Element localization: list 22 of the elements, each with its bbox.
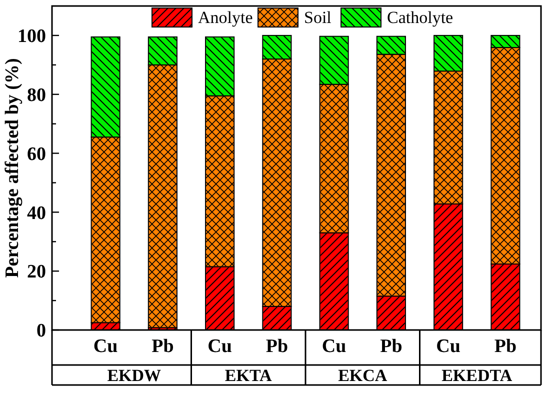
x-tick-label: Cu	[322, 336, 347, 357]
y-tick-label: 100	[18, 26, 46, 48]
y-tick-label: 40	[27, 202, 46, 224]
legend-label: Anolyte	[198, 8, 253, 27]
x-tick-label: Pb	[266, 336, 288, 357]
y-tick-label: 80	[27, 85, 46, 106]
x-tick-label: Pb	[494, 336, 517, 357]
text: EKDW	[107, 366, 162, 385]
text: EKEDTA	[442, 366, 513, 385]
x-tick-label: Cu	[436, 336, 461, 357]
x-tick-label: Pb	[380, 336, 402, 357]
x-tick-label: Cu	[93, 336, 118, 357]
x-tick-label: Cu	[208, 336, 232, 357]
y-tick-label: 60	[27, 144, 46, 165]
text: EKTA	[224, 366, 273, 385]
legend-label: Catholyte	[387, 8, 454, 27]
text: EKCA	[338, 366, 388, 385]
y-tick-label: 0	[36, 320, 46, 342]
y-tick-label: 20	[27, 262, 46, 283]
legend-label: Soil	[304, 8, 332, 27]
y-axis-title: Percentage affected by (%)	[2, 58, 23, 278]
x-tick-label: Pb	[152, 336, 174, 357]
